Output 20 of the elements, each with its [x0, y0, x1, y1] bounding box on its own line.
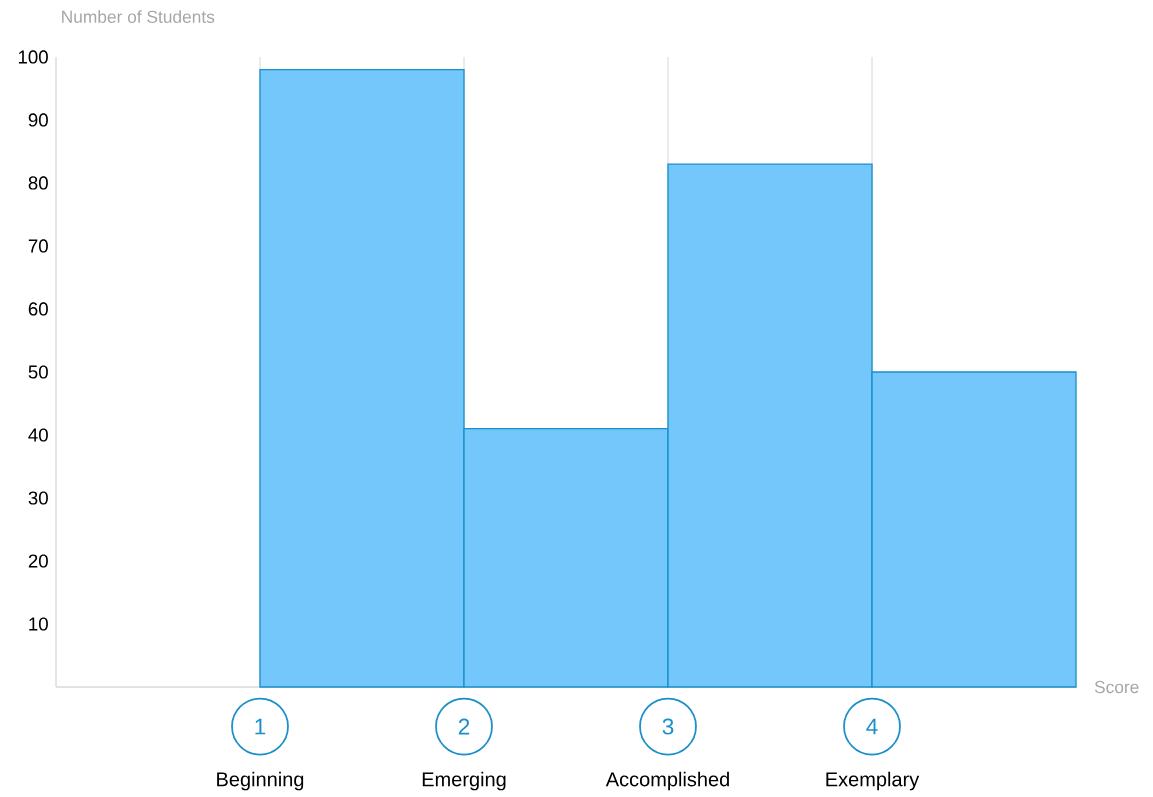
y-tick-label: 50: [28, 365, 48, 379]
x-tick-label: 2: [458, 718, 470, 735]
text: Exemplary: [826, 771, 920, 791]
y-tick-label: 70: [28, 239, 48, 253]
text: Beginning: [217, 771, 304, 791]
y-tick-label: 10: [29, 617, 48, 631]
y-tick-label: 80: [28, 176, 48, 190]
y-axis-title: Number of Students: [62, 10, 215, 23]
x-axis-title: Score: [1094, 680, 1139, 694]
x-tick-label: 4: [866, 718, 878, 735]
y-tick-label: 100: [18, 50, 48, 64]
text: Accomplished: [605, 771, 729, 791]
y-tick-label: 20: [28, 554, 48, 568]
y-tick-label: 90: [28, 113, 48, 127]
y-tick-label: 40: [28, 428, 48, 442]
x-tick-label: 3: [662, 718, 674, 735]
x-tick-label: 1: [255, 718, 266, 735]
y-tick-label: 30: [28, 491, 48, 505]
text: Emerging: [422, 771, 506, 791]
y-tick-label: 60: [28, 302, 48, 316]
